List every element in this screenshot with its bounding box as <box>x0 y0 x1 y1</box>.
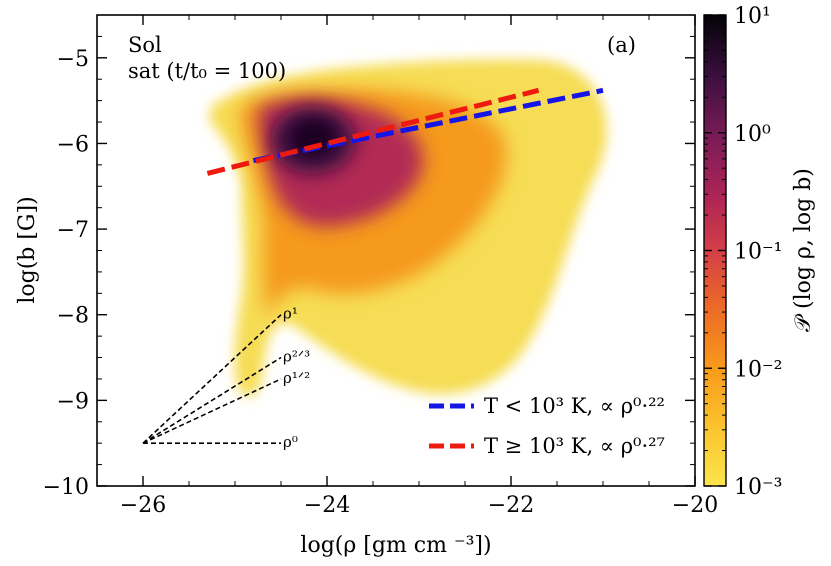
slope-guides: ρ¹ ρ²ᐟ³ ρ¹ᐟ² ρ⁰ <box>142 305 310 451</box>
y-tick-label: −8 <box>57 304 89 329</box>
colorbar-tick-label: 10⁰ <box>734 122 771 147</box>
x-tick-label: −24 <box>304 493 350 518</box>
density-heatmap <box>210 59 607 397</box>
x-tick-label: −26 <box>120 493 166 518</box>
legend-label-cold: T < 10³ K, ∝ ρ⁰·²² <box>484 394 665 418</box>
colorbar-tick-label: 10⁻² <box>734 357 782 382</box>
y-tick-label: −10 <box>43 475 89 500</box>
colorbar-tick-label: 10⁻³ <box>734 475 782 500</box>
y-axis-ticks: −10 −9 −8 −7 −6 −5 <box>43 35 695 500</box>
legend: T < 10³ K, ∝ ρ⁰·²² T ≥ 10³ K, ∝ ρ⁰·²⁷ <box>429 394 665 458</box>
guide-rho-2-3-line <box>142 356 282 444</box>
guide-rho-1-2-line <box>142 378 282 444</box>
guide-rho-0-label: ρ⁰ <box>283 433 298 451</box>
colorbar-ticks: 10¹ 10⁰ 10⁻¹ 10⁻² 10⁻³ <box>704 4 782 500</box>
density-core-region <box>271 106 355 174</box>
y-tick-label: −5 <box>57 47 89 72</box>
colorbar-tick-label: 10¹ <box>734 4 771 29</box>
colorbar-tick-label: 10⁻¹ <box>734 240 782 265</box>
fit-lines <box>206 87 604 176</box>
y-axis-label: log(b [G]) <box>15 196 40 303</box>
y-tick-label: −9 <box>57 389 89 414</box>
guide-rho-1-2-label: ρ¹ᐟ² <box>283 369 310 387</box>
x-tick-label: −20 <box>672 493 718 518</box>
legend-label-warm: T ≥ 10³ K, ∝ ρ⁰·²⁷ <box>484 434 665 458</box>
colorbar-label: 𝒫 (log ρ, log b) <box>791 168 816 332</box>
annotation-sol: Sol <box>128 33 162 57</box>
y-tick-label: −7 <box>57 218 89 243</box>
guide-rho-2-3-label: ρ²ᐟ³ <box>283 348 310 366</box>
fit-line-warm-gas <box>206 87 540 176</box>
guide-rho-1-label: ρ¹ <box>283 305 298 323</box>
x-axis-label: log(ρ [gm cm ⁻³]) <box>300 533 491 558</box>
y-tick-label: −6 <box>57 132 89 157</box>
annotation-saturation: sat (t/t₀ = 100) <box>128 59 286 83</box>
x-axis-ticks: −26 −24 −22 −20 <box>96 15 718 518</box>
panel-label: (a) <box>607 33 636 57</box>
x-tick-label: −22 <box>488 493 534 518</box>
